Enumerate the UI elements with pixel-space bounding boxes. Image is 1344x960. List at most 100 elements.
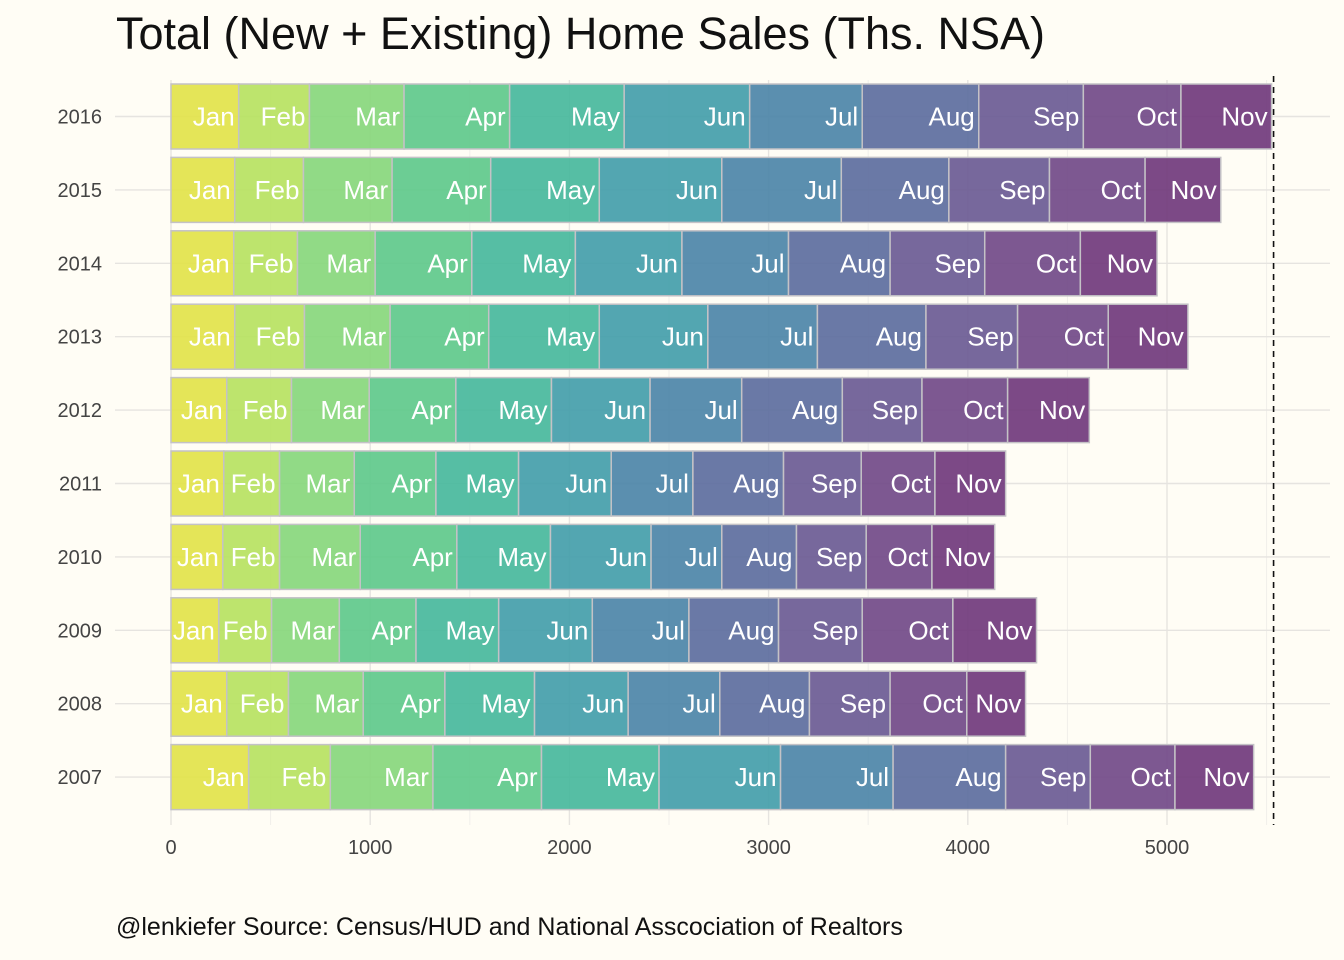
- bar-segment-2007-jul: [779, 743, 894, 811]
- bar-segment-2012-jun: [550, 376, 651, 444]
- segment-label-2011-sep: Sep: [811, 469, 857, 499]
- segment-label-2008-mar: Mar: [314, 689, 359, 719]
- segment-label-2014-jun: Jun: [636, 248, 678, 278]
- segment-label-2009-jan: Jan: [173, 615, 215, 645]
- segment-label-2008-feb: Feb: [240, 689, 285, 719]
- bar-segment-2009-feb: [218, 597, 273, 664]
- segment-label-2015-oct: Oct: [1101, 175, 1142, 205]
- x-tick-label: 5000: [1145, 837, 1190, 859]
- y-tick-label: 2009: [58, 620, 103, 642]
- segment-label-2015-jun: Jun: [676, 175, 718, 205]
- segment-label-2016-apr: Apr: [465, 102, 506, 132]
- bar-segment-2015-jul: [721, 156, 843, 224]
- segment-label-2013-aug: Aug: [876, 322, 922, 352]
- bar-segment-2013-jun: [598, 303, 709, 370]
- y-tick-label: 2007: [58, 767, 103, 789]
- segment-label-2013-apr: Apr: [444, 322, 485, 352]
- bar-segment-2016-sep: [978, 83, 1085, 150]
- segment-label-2014-feb: Feb: [249, 248, 294, 278]
- bar-segment-2010-jul: [650, 523, 723, 591]
- segment-label-2015-mar: Mar: [343, 175, 388, 205]
- bar-segment-2009-nov: [952, 597, 1038, 664]
- bar-segment-2007-sep: [1004, 743, 1092, 811]
- segment-label-2016-jan: Jan: [193, 102, 235, 132]
- bar-segment-2008-nov: [966, 670, 1027, 737]
- bar-segment-2015-nov: [1144, 156, 1222, 224]
- segment-label-2012-jul: Jul: [704, 395, 737, 425]
- y-tick-label: 2010: [58, 547, 103, 569]
- segment-label-2012-mar: Mar: [320, 395, 365, 425]
- bar-segment-2013-oct: [1016, 303, 1109, 370]
- segment-label-2007-feb: Feb: [282, 762, 327, 792]
- segment-label-2008-apr: Apr: [400, 689, 441, 719]
- bar-segment-2009-jan: [170, 597, 220, 664]
- bar-segment-2008-oct: [889, 670, 968, 737]
- segment-label-2011-may: May: [465, 469, 514, 499]
- bar-segment-2016-aug: [861, 83, 980, 150]
- bar-segment-2016-apr: [403, 83, 511, 150]
- bar-segment-2016-feb: [237, 83, 311, 150]
- bar-segment-2014-jun: [574, 230, 683, 297]
- bar-segment-2008-feb: [226, 670, 290, 737]
- segment-label-2012-may: May: [498, 395, 547, 425]
- bar-segment-2008-sep: [808, 670, 891, 737]
- bar-segment-2010-nov: [931, 523, 996, 591]
- segment-label-2009-may: May: [446, 615, 495, 645]
- segment-label-2016-feb: Feb: [261, 102, 306, 132]
- bar-segment-2015-oct: [1048, 156, 1146, 224]
- segment-label-2007-jan: Jan: [203, 762, 245, 792]
- bar-segment-2009-apr: [338, 597, 417, 664]
- segment-label-2009-nov: Nov: [986, 615, 1032, 645]
- segment-label-2009-mar: Mar: [291, 615, 336, 645]
- y-tick-label: 2008: [58, 694, 103, 716]
- bar-segment-2009-mar: [270, 597, 341, 664]
- bar-segment-2007-jan: [170, 743, 250, 811]
- bar-segment-2011-jun: [517, 450, 612, 517]
- segment-label-2007-sep: Sep: [1040, 762, 1086, 792]
- bar-segment-2012-apr: [368, 376, 457, 444]
- bar-segment-2013-feb: [233, 303, 306, 370]
- x-tick-label: 4000: [946, 837, 991, 859]
- bar-segment-2014-feb: [232, 230, 299, 297]
- bar-segment-2012-may: [455, 376, 553, 444]
- segment-label-2009-sep: Sep: [812, 615, 858, 645]
- segment-label-2011-jan: Jan: [178, 469, 220, 499]
- segment-label-2011-jun: Jun: [565, 469, 607, 499]
- segment-label-2010-jul: Jul: [685, 542, 718, 572]
- bar-segment-2015-mar: [302, 156, 393, 224]
- bar-segment-2013-sep: [925, 303, 1019, 370]
- segment-label-2013-jun: Jun: [662, 322, 704, 352]
- bar-segment-2008-mar: [287, 670, 364, 737]
- segment-label-2010-may: May: [497, 542, 546, 572]
- segment-label-2014-may: May: [522, 248, 571, 278]
- bar-segment-2009-jul: [591, 597, 690, 664]
- bar-segment-2010-apr: [359, 523, 458, 591]
- bar-segment-2014-nov: [1079, 230, 1158, 297]
- segment-label-2010-sep: Sep: [816, 542, 862, 572]
- segment-label-2011-oct: Oct: [890, 469, 931, 499]
- y-tick-label: 2014: [58, 253, 103, 275]
- segment-label-2013-feb: Feb: [256, 322, 301, 352]
- bar-segment-2011-jul: [610, 450, 694, 517]
- segment-label-2008-nov: Nov: [975, 689, 1021, 719]
- segment-label-2014-mar: Mar: [326, 248, 371, 278]
- bar-segment-2008-apr: [362, 670, 446, 737]
- segment-label-2007-aug: Aug: [955, 762, 1001, 792]
- bar-segment-2010-mar: [278, 523, 361, 591]
- segment-label-2007-jul: Jul: [856, 762, 889, 792]
- segment-label-2013-jul: Jul: [780, 322, 813, 352]
- bar-segment-2010-aug: [721, 523, 798, 591]
- segment-label-2014-sep: Sep: [934, 248, 980, 278]
- segment-label-2016-mar: Mar: [355, 102, 400, 132]
- y-tick-label: 2013: [58, 327, 103, 349]
- segment-label-2014-nov: Nov: [1107, 248, 1153, 278]
- segment-label-2009-jun: Jun: [546, 615, 588, 645]
- segment-label-2014-jul: Jul: [751, 248, 784, 278]
- segment-label-2011-jul: Jul: [656, 469, 689, 499]
- bar-segment-2013-may: [487, 303, 601, 370]
- bar-segment-2012-oct: [921, 376, 1009, 444]
- bar-segment-2007-may: [540, 743, 660, 811]
- segment-label-2015-sep: Sep: [999, 175, 1045, 205]
- segment-label-2010-jun: Jun: [605, 542, 647, 572]
